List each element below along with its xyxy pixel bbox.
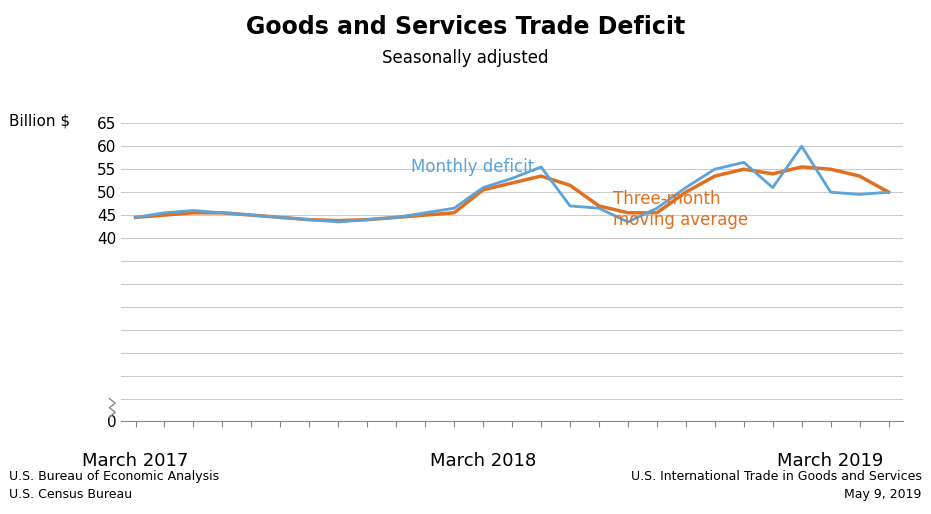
- Text: March 2017: March 2017: [82, 452, 189, 470]
- Text: March 2018: March 2018: [430, 452, 536, 470]
- Text: U.S. International Trade in Goods and Services
May 9, 2019: U.S. International Trade in Goods and Se…: [631, 470, 922, 501]
- Text: Three-month
moving average: Three-month moving average: [614, 190, 749, 229]
- Text: March 2019: March 2019: [777, 452, 884, 470]
- Text: Seasonally adjusted: Seasonally adjusted: [383, 49, 548, 67]
- Text: Monthly deficit: Monthly deficit: [411, 158, 533, 176]
- Text: Goods and Services Trade Deficit: Goods and Services Trade Deficit: [246, 15, 685, 40]
- Text: U.S. Bureau of Economic Analysis
U.S. Census Bureau: U.S. Bureau of Economic Analysis U.S. Ce…: [9, 470, 220, 501]
- Text: Billion $: Billion $: [9, 113, 71, 128]
